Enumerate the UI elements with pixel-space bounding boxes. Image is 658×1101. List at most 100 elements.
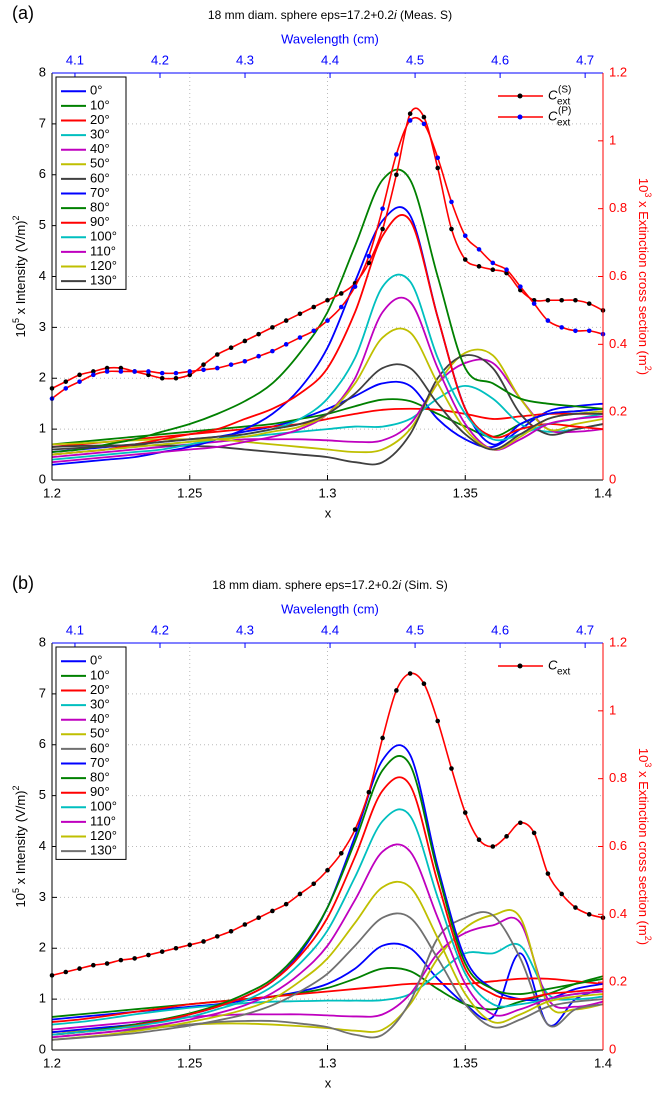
x-tick-label: 1.3 [318,485,336,500]
x2-axis-label: Wavelength (cm) [281,601,379,616]
extinction-marker [435,165,441,171]
legend-label: 110° [90,813,116,828]
y2-axis-label: 103 x Extinction cross section (m2) [636,178,653,375]
y2-axis-label-part: 10 [636,748,651,762]
extinction-marker [476,247,482,252]
extinction-marker [201,362,206,367]
extinction-marker [352,284,358,289]
extinction-marker [228,362,234,367]
y2-tick-label: 0.2 [609,404,627,419]
legend-label: 60° [90,740,110,755]
extinction-marker [421,121,427,127]
x2-tick-label: 4.3 [236,52,254,67]
y-tick-label: 5 [39,217,46,232]
legend-label: 90° [90,784,110,799]
extinction-marker [228,928,234,934]
y-axis-label: 105 x Intensity (V/m)2 [11,215,28,337]
title-part: i [398,578,401,592]
x2-tick-label: 4.5 [406,52,424,67]
extinction-marker [559,325,564,330]
legend-label: 20° [90,112,110,127]
extinction-marker [91,372,96,378]
extinction-marker [421,681,427,686]
x2-tick-label: 4.6 [491,622,509,637]
extinction-marker [462,810,468,815]
extinction-marker [531,301,537,306]
extinction-marker [77,379,82,384]
title-part: (Meas. S) [397,8,452,22]
y-tick-label: 3 [39,319,46,334]
extinction-marker [242,358,248,364]
extinction-marker [242,338,248,344]
extinction-marker [215,365,220,371]
extinction-marker [256,353,261,359]
extinction-marker [545,871,551,876]
title-part: (Sim. S) [401,578,448,592]
extinction-marker [352,827,358,832]
x2-tick-label: 4.5 [406,622,424,637]
y2-axis-label-part: 3 [643,762,653,767]
y-axis-label-part: 5 [11,888,21,893]
extinction-marker [407,671,413,676]
extinction-marker [586,912,592,917]
legend-label: 70° [90,185,110,200]
panel-label: (b) [12,573,34,593]
x2-tick-label: 4.6 [491,52,509,67]
series-line [52,843,603,1039]
y-axis-label-part: x Intensity (V/m) [13,221,28,319]
legend-label: C [548,87,558,102]
extinction-marker [118,957,124,963]
panel-label: (a) [12,3,34,23]
x2-tick-label: 4.1 [66,622,84,637]
extinction-marker [366,260,372,266]
y2-axis-label-part: ) [636,941,651,945]
x2-tick-label: 4.4 [321,52,339,67]
extinction-marker [256,331,261,337]
y-tick-label: 1 [39,421,46,436]
y-tick-label: 6 [39,736,46,751]
extinction-marker [504,270,509,276]
legend-label-sup: (P) [558,106,571,117]
extinction-marker [531,830,537,836]
extinction-marker [146,952,151,958]
extinction-marker [325,297,330,303]
chart-title: 18 mm diam. sphere eps=17.2+0.2i (Meas. … [208,8,452,22]
y-tick-label: 4 [39,268,46,283]
extinction-marker [490,844,496,849]
extinction-marker [325,867,330,873]
x-axis-label: x [325,505,332,520]
extinction-marker [283,342,289,347]
legend-label: 0° [90,653,102,668]
series-line [52,358,603,459]
extinction-marker [449,766,454,771]
x-tick-label: 1.25 [177,485,202,500]
extinction-marker [146,369,151,374]
series-line [52,911,603,1039]
extinction-marker [407,111,413,116]
x-tick-label: 1.3 [318,1055,336,1070]
series-line [52,744,603,1034]
legend-label: 100° [90,229,117,244]
series-line [52,755,603,1036]
legend-label: 80° [90,200,110,215]
extinction-marker [201,367,206,373]
extinction-marker [159,370,165,376]
y-axis-label-part: 10 [13,323,28,337]
y2-axis-label-part: 2 [643,366,653,371]
y-tick-label: 7 [39,685,46,700]
extinction-marker [63,969,69,975]
extinction-line [52,116,603,400]
extinction-marker [159,375,165,381]
y-tick-label: 5 [39,787,46,802]
y2-axis-label-part: x Extinction cross section (m [636,767,651,935]
legend-label-sub: ext [557,118,571,129]
y2-tick-label: 0.8 [609,200,627,215]
extinction-marker [394,688,399,693]
chart-title: 18 mm diam. sphere eps=17.2+0.2i (Sim. S… [212,578,447,592]
y2-tick-label: 0.4 [609,906,627,921]
x2-axis-label: Wavelength (cm) [281,31,379,46]
y-tick-label: 0 [39,471,46,486]
y-tick-label: 2 [39,940,46,955]
y2-tick-label: 0 [609,1041,616,1056]
